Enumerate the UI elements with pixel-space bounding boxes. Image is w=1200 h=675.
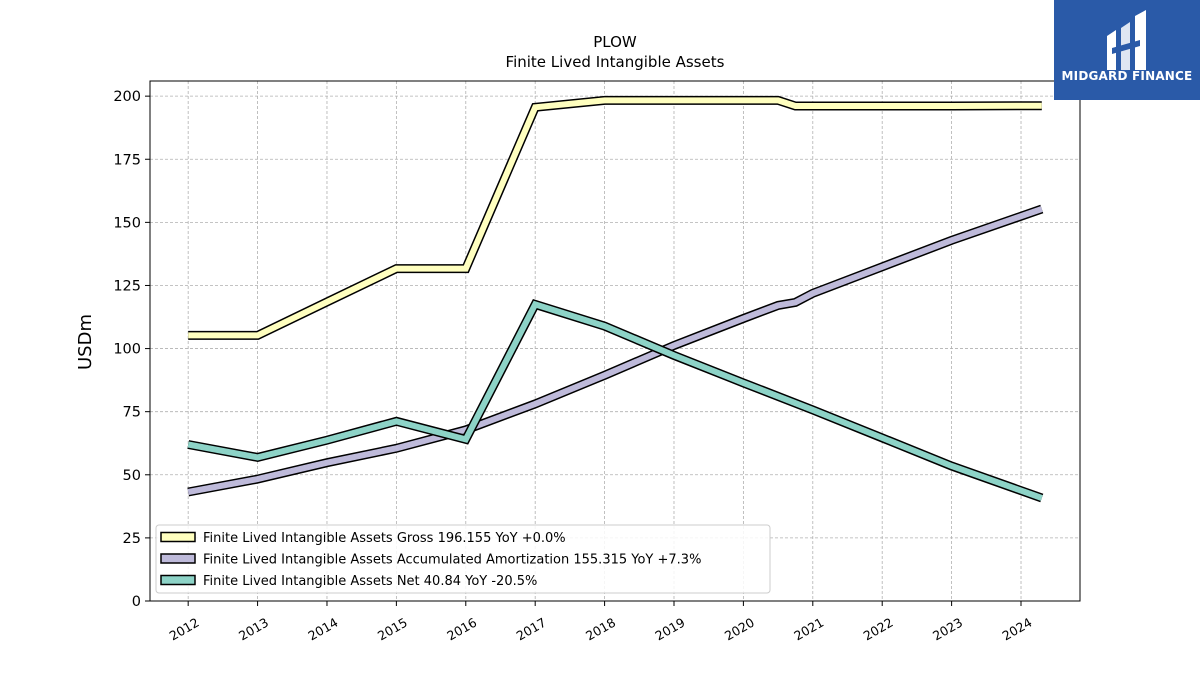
logo-text: MIDGARD FINANCE: [1062, 69, 1193, 83]
series-line: [187, 206, 1043, 495]
legend-label: Finite Lived Intangible Assets Gross 196…: [203, 531, 566, 546]
y-tick-label: 25: [123, 531, 141, 547]
y-tick-label: 175: [113, 152, 141, 168]
y-tick-label: 125: [113, 278, 141, 294]
series-lines: [187, 95, 1044, 503]
x-tick-label: 2023: [930, 615, 965, 644]
legend-label: Finite Lived Intangible Assets Net 40.84…: [203, 574, 537, 589]
x-tick-label: 2014: [305, 615, 340, 644]
legend-box: [155, 524, 771, 594]
plot-frame: [149, 80, 1081, 602]
legend-swatch: [160, 574, 196, 586]
y-tick-label: 200: [113, 89, 141, 105]
y-tick-label: 100: [113, 342, 141, 358]
x-tick-label: 2019: [652, 615, 687, 644]
midgard-logo: MIDGARD FINANCE: [1054, 0, 1200, 100]
series-0: [188, 95, 1042, 340]
series-line-outline: [188, 95, 1042, 340]
chart-title: PLOW: [593, 33, 637, 51]
series-2: [187, 298, 1044, 503]
legend: Finite Lived Intangible Assets Gross 196…: [155, 524, 771, 594]
y-tick-label: 0: [132, 594, 141, 610]
legend-swatch: [160, 531, 196, 543]
x-tick-label: 2021: [791, 615, 826, 644]
x-tick-label: 2012: [167, 615, 202, 644]
y-axis-label: USDm: [75, 314, 96, 370]
chart-subtitle: Finite Lived Intangible Assets: [506, 53, 725, 71]
grid-lines: [150, 81, 1080, 602]
x-tick-label: 2017: [514, 615, 549, 644]
x-tick-label: 2018: [583, 615, 618, 644]
series-1: [187, 204, 1044, 497]
x-tick-label: 2022: [861, 615, 896, 644]
x-tick-label: 2013: [236, 615, 271, 644]
legend-label: Finite Lived Intangible Assets Accumulat…: [203, 553, 701, 568]
x-tick-label: 2016: [444, 615, 479, 644]
legend-swatch: [160, 553, 196, 564]
logo-mark-icon: [1107, 10, 1146, 70]
series-line: [187, 300, 1043, 501]
chart-titles: PLOW Finite Lived Intangible Assets: [506, 33, 725, 71]
y-tick-label: 75: [123, 405, 141, 421]
series-line: [188, 97, 1042, 339]
x-tick-label: 2024: [999, 615, 1034, 644]
y-tick-label: 150: [113, 215, 141, 231]
x-tick-label: 2020: [722, 615, 757, 644]
y-tick-label: 50: [123, 468, 141, 484]
x-tick-label: 2015: [375, 615, 410, 644]
